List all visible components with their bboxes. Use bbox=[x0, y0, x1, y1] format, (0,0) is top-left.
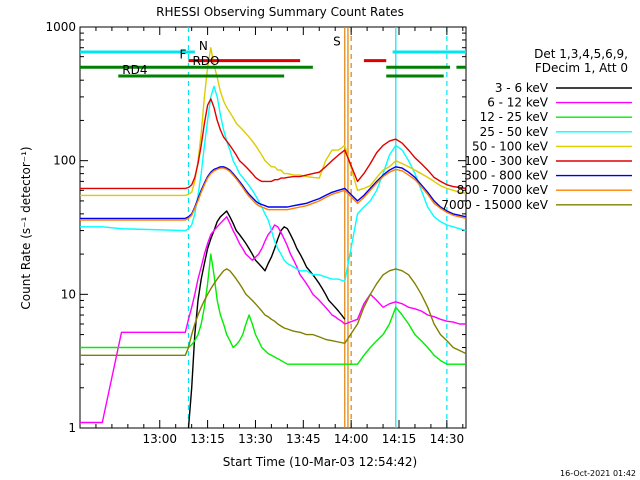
series-line-5 bbox=[80, 98, 467, 190]
x-tick-label: 13:15 bbox=[190, 432, 225, 446]
y-tick-label: 1 bbox=[68, 421, 76, 435]
flag-label-2: RDO bbox=[192, 54, 219, 68]
flag-label-3: RD4 bbox=[122, 63, 147, 77]
series-line-3 bbox=[80, 85, 467, 283]
legend-label-4: 50 - 100 keV bbox=[472, 139, 549, 153]
legend-label-5: 100 - 300 keV bbox=[464, 154, 548, 168]
legend-label-7: 800 - 7000 keV bbox=[457, 183, 549, 197]
x-axis-label: Start Time (10-Mar-03 12:54:42) bbox=[223, 455, 417, 469]
legend-label-0: 3 - 6 keV bbox=[495, 81, 549, 95]
y-tick-label: 1000 bbox=[45, 20, 76, 34]
legend-header-2: FDecim 1, Att 0 bbox=[535, 61, 628, 75]
x-tick-label: 13:30 bbox=[238, 432, 273, 446]
footer-date: 16-Oct-2021 01:42 bbox=[560, 469, 636, 478]
series-line-6 bbox=[80, 166, 467, 220]
flag-label-1: F bbox=[180, 48, 187, 62]
y-axis-label: Count Rate (s⁻¹ detector⁻¹) bbox=[19, 146, 33, 309]
y-tick-label: 10 bbox=[61, 287, 76, 301]
chart-title: RHESSI Observing Summary Count Rates bbox=[156, 5, 404, 19]
x-tick-label: 14:00 bbox=[334, 432, 369, 446]
y-tick-label: 100 bbox=[53, 154, 76, 168]
x-tick-label: 13:45 bbox=[286, 432, 321, 446]
legend-header-1: Det 1,3,4,5,6,9, bbox=[534, 47, 628, 61]
plot-area: 1 10 100 1000 13:00 13:15 13:30 13:45 14:00 14:15… bbox=[45, 20, 467, 446]
series-line-8 bbox=[80, 268, 467, 356]
series-line-7 bbox=[80, 167, 467, 221]
series-line-0 bbox=[187, 210, 346, 429]
legend-label-8: 7000 - 15000 keV bbox=[441, 198, 548, 212]
series-line-2 bbox=[80, 253, 466, 365]
flag-label-4: S bbox=[333, 35, 341, 49]
legend-label-2: 12 - 25 keV bbox=[480, 110, 549, 124]
series-line-1 bbox=[80, 216, 466, 424]
x-tick-label: 14:30 bbox=[430, 432, 465, 446]
legend-label-6: 300 - 800 keV bbox=[464, 169, 548, 183]
x-tick-label: 14:15 bbox=[382, 432, 417, 446]
flag-label-0: N bbox=[199, 39, 208, 53]
legend-label-3: 25 - 50 keV bbox=[480, 125, 549, 139]
legend-label-1: 6 - 12 keV bbox=[487, 96, 549, 110]
x-tick-label: 13:00 bbox=[142, 432, 177, 446]
